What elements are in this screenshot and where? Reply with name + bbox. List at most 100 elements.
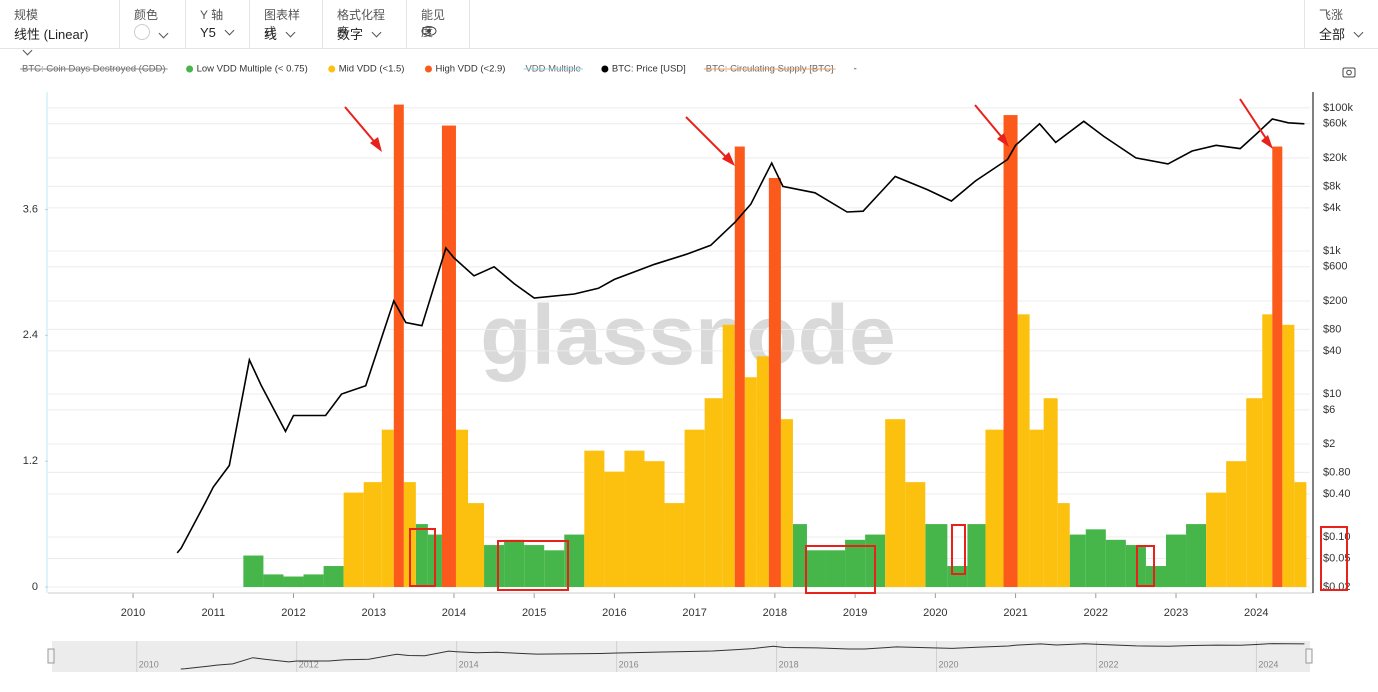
- toolbar-visibility[interactable]: 能见度: [407, 0, 470, 48]
- navigator-tick-label: 2014: [459, 659, 479, 669]
- x-tick-label: 2015: [522, 607, 546, 619]
- vdd-column: [1069, 534, 1086, 587]
- toolbar-zoom[interactable]: 飞涨 全部: [1304, 0, 1378, 48]
- vdd-column: [1262, 314, 1273, 587]
- vdd-column: [1186, 524, 1207, 587]
- x-tick-label: 2022: [1084, 607, 1108, 619]
- vdd-column: [780, 419, 793, 587]
- legend-item[interactable]: Mid VDD (<1.5): [328, 64, 404, 75]
- watermark: glassnode: [480, 288, 895, 382]
- y2-tick-label: $600: [1323, 261, 1347, 273]
- toolbar-value: 全部: [1319, 27, 1346, 42]
- x-tick-label: 2013: [361, 607, 385, 619]
- navigator-handle[interactable]: [1305, 648, 1313, 664]
- legend-label: Mid VDD (<1.5): [339, 64, 405, 75]
- legend-label: -: [854, 64, 857, 75]
- vdd-column: [845, 539, 866, 587]
- y-tick-label: 3.6: [23, 203, 38, 215]
- vdd-column: [664, 503, 685, 587]
- vdd-column: [624, 450, 645, 587]
- vdd-column: [1105, 539, 1126, 587]
- x-tick-label: 2018: [763, 607, 787, 619]
- navigator-tick-label: 2010: [139, 659, 159, 669]
- x-tick-label: 2024: [1244, 607, 1268, 619]
- navigator-tick-label: 2016: [619, 659, 639, 669]
- vdd-column: [1165, 534, 1187, 587]
- toolbar-format[interactable]: 格式化程序 数字: [323, 0, 407, 48]
- y2-tick-label: $40: [1323, 345, 1341, 357]
- eye-icon: [421, 26, 437, 36]
- navigator-tick-label: 2024: [1258, 659, 1278, 669]
- toolbar-style[interactable]: 图表样式线: [250, 0, 323, 48]
- vdd-column: [544, 550, 565, 587]
- vdd-column: [604, 471, 625, 587]
- toolbar-label: 飞涨: [1319, 8, 1344, 22]
- navigator-tick-label: 2022: [1098, 659, 1118, 669]
- legend-item[interactable]: -: [854, 64, 857, 75]
- vdd-column: [323, 566, 344, 587]
- y2-tick-label: $10: [1323, 388, 1341, 400]
- vdd-column: [1272, 146, 1283, 587]
- vdd-column: [825, 550, 846, 587]
- vdd-column: [1145, 566, 1166, 587]
- y2-tick-label: $1k: [1323, 245, 1341, 257]
- vdd-column: [806, 550, 826, 587]
- y2-tick-label: $0.40: [1323, 488, 1351, 500]
- vdd-column: [584, 450, 605, 587]
- y2-tick-label: $0.10: [1323, 531, 1351, 543]
- vdd-column: [967, 524, 986, 587]
- y2-tick-label: $8k: [1323, 180, 1341, 192]
- vdd-column: [524, 545, 545, 587]
- vdd-column: [756, 356, 769, 587]
- vdd-column: [1003, 115, 1018, 588]
- navigator-tick-label: 2018: [779, 659, 799, 669]
- vdd-column: [283, 576, 304, 587]
- toolbar-label: 规模: [14, 8, 39, 22]
- vdd-column: [1017, 314, 1030, 587]
- legend-item[interactable]: VDD Multiple: [523, 64, 583, 75]
- legend-label: Low VDD Multiple (< 0.75): [197, 64, 308, 75]
- x-tick-label: 2017: [682, 607, 706, 619]
- vdd-column: [1085, 529, 1106, 587]
- y2-tick-label: $100k: [1323, 102, 1353, 114]
- legend-item[interactable]: BTC: Circulating Supply [BTC]: [703, 64, 836, 75]
- y2-tick-label: $80: [1323, 323, 1341, 335]
- navigator-handle[interactable]: [47, 648, 55, 664]
- y2-tick-label: $0.80: [1323, 466, 1351, 478]
- legend-item[interactable]: High VDD (<2.9): [424, 64, 505, 75]
- toolbar-value: 线性 (Linear): [14, 27, 89, 42]
- vdd-column: [722, 324, 735, 587]
- navigator-tick-label: 2012: [299, 659, 319, 669]
- vdd-column: [441, 125, 456, 587]
- navigator[interactable]: [52, 641, 1310, 672]
- vdd-column: [381, 429, 394, 587]
- legend-label: BTC: Price [USD]: [612, 64, 686, 75]
- toolbar-color[interactable]: 颜色: [120, 0, 186, 48]
- vdd-column: [564, 534, 585, 587]
- legend-item[interactable]: Low VDD Multiple (< 0.75): [186, 64, 308, 75]
- legend-item[interactable]: BTC: Coin Days Destroyed (CDD): [20, 64, 168, 75]
- vdd-column: [885, 419, 906, 587]
- y-tick-label: 1.2: [23, 455, 38, 467]
- annotations: [344, 98, 1348, 594]
- legend-item[interactable]: BTC: Price [USD]: [601, 64, 686, 75]
- x-tick-label: 2011: [201, 607, 225, 619]
- y2-tick-label: $20k: [1323, 152, 1347, 164]
- vdd-column: [343, 492, 364, 587]
- legend-swatch: [601, 65, 609, 73]
- vdd-column: [792, 524, 807, 587]
- vdd-column: [1282, 324, 1295, 587]
- toolbar-value: Y5: [200, 25, 216, 40]
- x-tick-label: 2019: [843, 607, 867, 619]
- vdd-column: [1246, 398, 1263, 587]
- toolbar-label: 颜色: [134, 8, 159, 22]
- vdd-column: [484, 545, 505, 587]
- toolbar-label: Y 轴: [200, 8, 224, 22]
- toolbar-scale[interactable]: 规模线性 (Linear): [0, 0, 120, 56]
- price-line: [176, 118, 1305, 554]
- vdd-column: [644, 461, 665, 587]
- toolbar-yaxis[interactable]: Y 轴 Y5: [186, 0, 250, 48]
- camera-icon[interactable]: [1342, 67, 1356, 78]
